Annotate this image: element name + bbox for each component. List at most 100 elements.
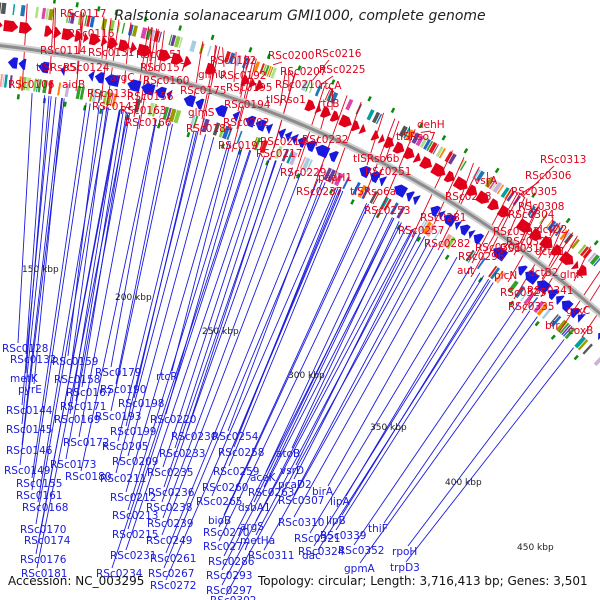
inner-category-track (168, 108, 177, 123)
inner-category-track (574, 336, 586, 349)
forward-gene-label: RSc0313 (540, 154, 586, 166)
inner-category-track (37, 79, 42, 93)
forward-gene-arrow (170, 52, 184, 65)
forward-leader-line (522, 165, 555, 197)
inner-category-track (555, 319, 568, 333)
inner-category-track (323, 167, 332, 181)
forward-gene-label: dehH (417, 119, 445, 131)
forward-gene-arrow (304, 99, 316, 112)
forward-gene-label: argC (110, 72, 135, 84)
forward-leader-line (331, 88, 334, 111)
forward-gene-label: RSc0114 (40, 45, 87, 57)
reverse-gene-label: trpD3 (390, 562, 420, 574)
forward-leader-line (138, 28, 158, 130)
reverse-leader-line (69, 109, 121, 415)
forward-gene-label: aidB (62, 79, 85, 91)
reverse-gene-label: RSc0170 (20, 524, 66, 536)
scale-mark-label: 250 kbp (202, 327, 239, 337)
inner-category-track (25, 77, 32, 91)
forward-leader-line (100, 17, 112, 101)
inner-marker (550, 334, 556, 340)
reverse-gene-arrow (245, 115, 257, 128)
forward-gene-arrow (452, 176, 468, 191)
inner-category-track (533, 300, 545, 314)
forward-gene-label: vsrA (474, 175, 498, 187)
forward-leader-line (279, 69, 287, 107)
reverse-gene-label: RSc0169 (54, 414, 100, 426)
inner-category-track (18, 76, 22, 90)
outer-category-track (428, 141, 438, 154)
reverse-gene-arrow (215, 105, 228, 118)
inner-category-track (286, 150, 294, 164)
forward-gene-arrow (443, 170, 455, 183)
outer-category-track (411, 132, 421, 144)
reverse-leader-line (111, 149, 251, 569)
outer-category-track (398, 125, 408, 138)
inner-category-track (549, 314, 559, 325)
reverse-gene-label: RSc0179 (95, 367, 141, 379)
reverse-gene-arrow (556, 295, 565, 305)
outer-category-track (448, 153, 457, 165)
reverse-gene-label: RSc0174 (24, 535, 71, 547)
reverse-gene-label: RSc0193 (95, 411, 141, 423)
forward-gene-label: rtcB (318, 98, 339, 110)
inner-marker (265, 160, 270, 166)
inner-marker (156, 123, 161, 129)
gene-label-layer: RSc0117 RSc0116 RSc0114 tISRso5 RSc0106 RSc01… (2, 8, 593, 600)
outer-category-track (224, 51, 231, 63)
outer-marker (248, 47, 253, 53)
forward-leader-line (321, 75, 334, 85)
outer-category-track (86, 15, 91, 27)
forward-gene-label: bfr (545, 320, 560, 332)
forward-gene-arrow (358, 124, 366, 134)
inner-category-track (97, 90, 102, 104)
inner-category-track (42, 79, 48, 94)
reverse-gene-label: RSc0149 (4, 465, 50, 477)
reverse-gene-label: RSc0233 (159, 448, 205, 460)
forward-gene-arrow (255, 79, 264, 91)
forward-gene-label: grxC (566, 305, 590, 317)
reverse-gene-arrow (518, 265, 528, 276)
forward-gene-arrow (0, 21, 3, 28)
outer-category-track (189, 40, 197, 53)
reverse-gene-arrow (232, 111, 241, 122)
outer-category-track (475, 170, 485, 182)
inner-category-track (64, 83, 70, 98)
forward-gene-label: RSc0210 (275, 79, 321, 91)
reverse-leader-line (125, 142, 229, 493)
forward-leader-line (573, 246, 592, 282)
forward-gene-label: aut (457, 265, 474, 277)
inner-category-track (79, 86, 85, 100)
reverse-leader-line (171, 142, 231, 372)
inner-category-track (541, 307, 552, 320)
reverse-gene-label: lipA (330, 496, 350, 508)
inner-category-track (48, 80, 53, 95)
reverse-leader-line (165, 187, 337, 581)
reverse-gene-arrow (537, 280, 552, 294)
inner-marker (573, 354, 579, 361)
forward-leader-line (312, 59, 330, 81)
outer-marker (178, 25, 183, 31)
inner-category-track (418, 219, 426, 231)
outer-category-track (345, 98, 354, 111)
inner-category-track (299, 156, 307, 169)
outer-marker (97, 6, 101, 12)
forward-gene-label: tISRso6a (350, 186, 396, 198)
inner-category-track (305, 159, 313, 172)
forward-leader-line (49, 7, 55, 75)
reverse-leader-line (405, 347, 574, 563)
reverse-leader-line (211, 189, 342, 497)
reverse-gene-label: RSc0259 (213, 466, 259, 478)
forward-gene-arrow (136, 43, 152, 57)
outer-marker (441, 135, 447, 141)
inner-category-track (222, 125, 231, 140)
outer-marker (210, 34, 215, 41)
outer-category-track (206, 45, 212, 57)
forward-gene-label: RSc0335 (508, 301, 554, 313)
reverse-leader-line (35, 110, 121, 555)
gene-arrow-layer (0, 20, 600, 341)
inner-category-track (419, 220, 429, 233)
reverse-gene-label: gpmA (344, 563, 376, 575)
forward-gene-label: glmU (198, 69, 226, 81)
inner-category-track (2, 74, 5, 88)
